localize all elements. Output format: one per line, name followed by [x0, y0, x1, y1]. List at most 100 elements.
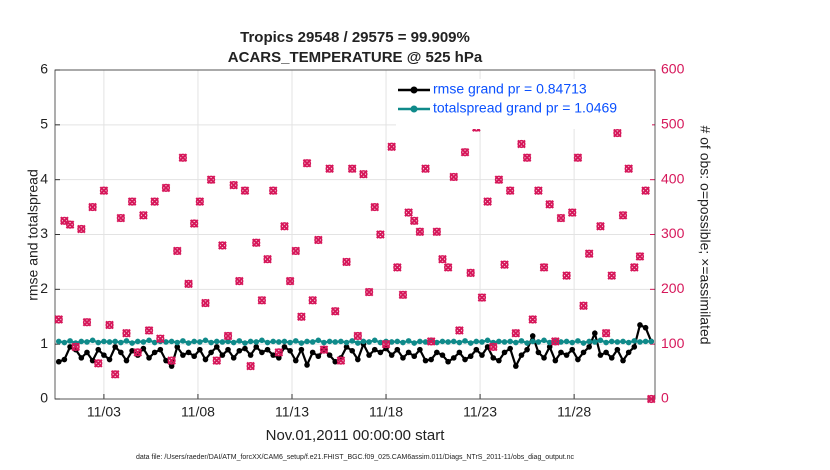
obs-assimilated — [105, 320, 114, 330]
data-point — [513, 363, 519, 369]
data-point — [292, 338, 299, 344]
data-point — [123, 357, 130, 364]
x-tick-label: 11/28 — [557, 404, 591, 420]
obs-assimilated — [646, 394, 656, 404]
obs-assimilated — [387, 142, 396, 152]
obs-possible — [139, 211, 148, 220]
obs-assimilated — [178, 153, 188, 163]
data-point — [620, 338, 626, 345]
data-point — [592, 330, 598, 337]
obs-possible — [579, 301, 588, 310]
obs-assimilated — [280, 221, 289, 231]
data-point — [163, 357, 169, 364]
obs-possible — [607, 271, 616, 280]
obs-possible — [539, 263, 549, 272]
data-point — [219, 339, 226, 345]
obs-possible — [269, 186, 278, 195]
data-point — [467, 340, 474, 346]
data-point — [78, 338, 85, 345]
data-point — [394, 338, 401, 345]
obs-possible — [500, 260, 509, 269]
obs-possible — [489, 342, 498, 352]
obs-possible — [331, 307, 340, 316]
data-point — [496, 338, 502, 345]
obs-assimilated — [630, 263, 639, 272]
data-point — [450, 338, 457, 345]
obs-assimilated — [534, 186, 543, 195]
y-tick-label: 1 — [40, 335, 48, 351]
obs-assimilated — [421, 164, 430, 174]
obs-assimilated — [195, 197, 205, 206]
obs-possible — [483, 197, 492, 206]
data-point — [434, 339, 440, 346]
x-axis-label: Nov.01,2011 00:00:00 start — [266, 427, 446, 444]
obs-possible — [556, 213, 566, 223]
obs-possible — [613, 128, 622, 138]
data-point — [247, 338, 254, 345]
data-point — [637, 339, 643, 345]
obs-assimilated — [235, 276, 244, 286]
obs-possible — [545, 200, 554, 209]
y-axis-label: rmse and totalspread — [25, 169, 41, 301]
obs-possible — [297, 312, 306, 321]
data-point — [552, 357, 559, 364]
obs-assimilated — [601, 328, 611, 338]
data-point — [338, 338, 344, 345]
obs-assimilated — [251, 238, 261, 248]
data-point — [614, 346, 621, 353]
data-point — [202, 356, 209, 363]
obs-possible — [523, 153, 532, 162]
x-tick-label: 11/08 — [181, 404, 215, 420]
obs-assimilated — [110, 370, 120, 379]
obs-possible — [291, 246, 300, 256]
y2-tick-label: 0 — [661, 390, 669, 406]
obs-possible — [410, 216, 419, 225]
obs-assimilated — [376, 230, 385, 239]
data-point — [558, 339, 564, 345]
data-point — [631, 344, 638, 350]
y-tick-label: 0 — [40, 390, 48, 406]
data-point — [490, 355, 497, 361]
obs-possible — [128, 197, 137, 206]
obs-possible — [568, 208, 577, 217]
data-point — [524, 340, 530, 346]
obs-possible — [551, 337, 560, 346]
data-point — [434, 349, 440, 356]
obs-assimilated — [455, 326, 464, 335]
data-point — [129, 347, 135, 354]
obs-possible — [190, 219, 199, 228]
data-point — [569, 339, 576, 346]
data-point — [456, 349, 463, 356]
obs-possible — [60, 216, 69, 225]
data-point — [55, 358, 62, 365]
data-point — [264, 339, 271, 346]
obs-possible — [404, 208, 413, 217]
obs-assimilated — [285, 276, 295, 286]
data-point — [253, 344, 260, 350]
data-point — [146, 337, 152, 344]
data-point — [388, 339, 395, 345]
obs-assimilated — [99, 186, 109, 195]
obs-assimilated — [184, 279, 193, 289]
data-point — [67, 344, 73, 350]
data-point — [575, 338, 581, 344]
data-point — [388, 352, 395, 358]
obs-possible — [257, 296, 266, 305]
data-point — [422, 339, 429, 345]
data-point — [129, 340, 135, 346]
data-point — [405, 349, 412, 356]
obs-assimilated — [150, 197, 159, 206]
data-point — [518, 338, 525, 344]
obs-possible — [77, 224, 86, 234]
obs-possible — [274, 348, 283, 357]
obs-assimilated — [302, 158, 312, 168]
data-point — [61, 339, 68, 346]
obs-assimilated — [189, 219, 199, 228]
obs-possible — [477, 293, 487, 302]
data-point — [484, 344, 491, 350]
data-point — [309, 349, 316, 356]
obs-possible — [99, 186, 109, 195]
obs-possible — [156, 334, 165, 343]
data-point — [151, 339, 158, 346]
data-point — [456, 339, 463, 346]
